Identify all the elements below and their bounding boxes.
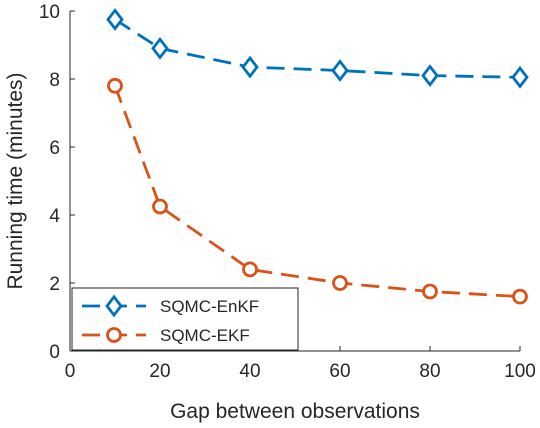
x-ticks: 0 20 40 60 80 100 xyxy=(65,346,536,382)
legend-label: SQMC-EnKF xyxy=(160,297,259,316)
series-sqmc-enkf xyxy=(106,8,529,89)
series-sqmc-ekf xyxy=(107,77,528,305)
x-tick-label: 100 xyxy=(504,361,536,382)
data-point xyxy=(151,37,169,60)
x-tick-label: 0 xyxy=(65,361,76,382)
data-point xyxy=(242,261,258,278)
series-line xyxy=(113,85,521,298)
x-tick-label: 20 xyxy=(149,361,170,382)
legend-label: SQMC-EKF xyxy=(160,326,250,345)
x-tick-label: 60 xyxy=(329,361,350,382)
legend-marker xyxy=(105,294,123,318)
y-tick-label: 6 xyxy=(49,138,60,159)
y-tick-label: 8 xyxy=(49,70,60,91)
legend-marker xyxy=(106,327,122,343)
data-point xyxy=(152,198,168,215)
series-line xyxy=(114,18,521,79)
data-point xyxy=(511,65,529,89)
series-layer xyxy=(106,8,529,305)
data-point xyxy=(241,55,259,79)
x-tick-label: 80 xyxy=(419,361,440,382)
x-tick-label: 40 xyxy=(239,361,260,382)
data-point xyxy=(331,59,349,82)
y-axis-label: Running time (minutes) xyxy=(4,72,27,289)
data-point xyxy=(512,288,528,305)
y-tick-label: 2 xyxy=(49,274,60,295)
data-point xyxy=(332,275,348,291)
axes xyxy=(69,11,520,352)
data-point xyxy=(107,77,123,94)
legend: SQMC-EnKF SQMC-EKF xyxy=(71,287,299,351)
data-point xyxy=(106,8,124,31)
y-tick-label: 4 xyxy=(49,206,60,227)
y-ticks: 0 2 4 6 8 10 xyxy=(39,2,75,363)
y-tick-label: 0 xyxy=(49,342,60,363)
data-point xyxy=(422,283,438,300)
x-axis-label: Gap between observations xyxy=(170,400,420,423)
y-tick-label: 10 xyxy=(39,2,60,23)
data-point xyxy=(421,64,439,87)
